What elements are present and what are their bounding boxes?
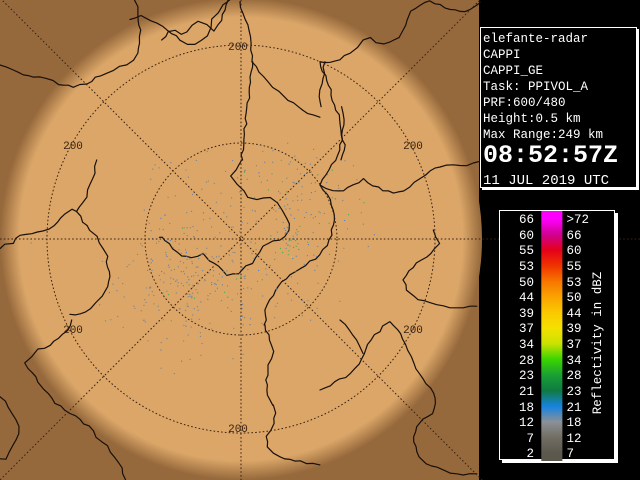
svg-text:200: 200 xyxy=(228,424,248,436)
svg-text:200: 200 xyxy=(403,325,423,337)
svg-text:200: 200 xyxy=(403,141,423,153)
svg-text:200: 200 xyxy=(63,325,83,337)
svg-text:200: 200 xyxy=(228,42,248,54)
svg-text:200: 200 xyxy=(63,141,83,153)
